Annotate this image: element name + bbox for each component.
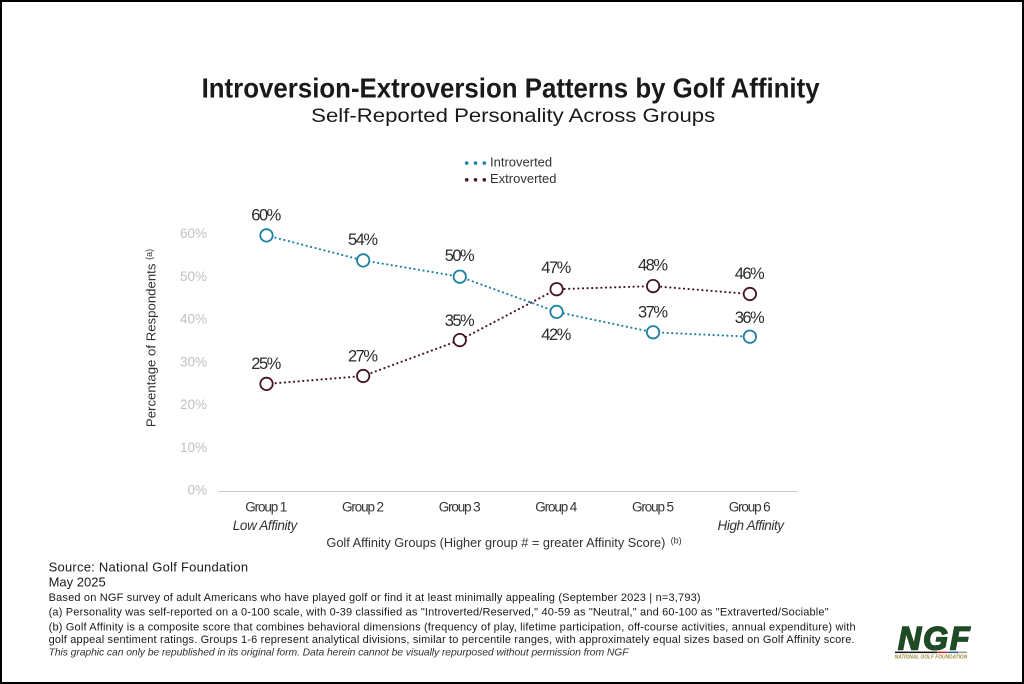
svg-text:30%: 30% (180, 354, 207, 369)
svg-text:NGF: NGF (898, 620, 972, 656)
svg-text:Group 3: Group 3 (439, 500, 481, 515)
svg-text:This graphic can only be repub: This graphic can only be republished in … (49, 648, 630, 659)
svg-text:60%: 60% (180, 226, 207, 241)
svg-text:Low Affinity: Low Affinity (233, 518, 299, 533)
svg-text:50%: 50% (180, 269, 207, 284)
svg-text:Group 5: Group 5 (632, 500, 674, 515)
svg-text:May 2025: May 2025 (49, 574, 106, 589)
svg-text:NATIONAL GOLF FOUNDATION: NATIONAL GOLF FOUNDATION (895, 654, 968, 660)
svg-text:Extroverted: Extroverted (490, 171, 556, 186)
svg-text:48%: 48% (638, 257, 668, 275)
svg-text:46%: 46% (735, 265, 765, 283)
svg-text:37%: 37% (638, 303, 668, 321)
svg-text:10%: 10% (180, 440, 207, 455)
svg-text:Group 2: Group 2 (342, 500, 384, 515)
svg-text:54%: 54% (348, 231, 378, 249)
svg-text:Group 6: Group 6 (729, 500, 771, 515)
svg-text:(b): (b) (671, 536, 682, 546)
svg-text:27%: 27% (348, 347, 378, 365)
svg-text:(a) Personality was self-repor: (a) Personality was self-reported on a 0… (49, 607, 829, 619)
svg-text:Self-Reported Personality Acro: Self-Reported Personality Across Groups (311, 105, 715, 127)
svg-text:High Affinity: High Affinity (718, 518, 786, 533)
svg-text:42%: 42% (541, 326, 571, 344)
svg-text:47%: 47% (541, 259, 571, 277)
svg-text:(b) Golf Affinity is a composi: (b) Golf Affinity is a composite score t… (49, 622, 856, 634)
svg-text:35%: 35% (445, 312, 475, 330)
svg-text:36%: 36% (735, 309, 765, 327)
svg-text:Introversion-Extroversion Patt: Introversion-Extroversion Patterns by Go… (202, 73, 821, 104)
svg-text:20%: 20% (180, 397, 207, 412)
svg-text:40%: 40% (180, 312, 207, 327)
svg-text:Group 1: Group 1 (245, 500, 287, 515)
svg-text:Source: National Golf Foundati: Source: National Golf Foundation (49, 560, 249, 575)
svg-text:Group 4: Group 4 (535, 500, 577, 515)
svg-text:golf appeal sentiment ratings.: golf appeal sentiment ratings. Groups 1-… (49, 634, 855, 646)
svg-text:60%: 60% (251, 207, 281, 225)
svg-text:Golf Affinity Groups (Higher g: Golf Affinity Groups (Higher group # = g… (326, 535, 665, 550)
svg-text:25%: 25% (251, 355, 281, 373)
svg-text:Percentage of Respondents (a): Percentage of Respondents (a) (144, 249, 159, 427)
svg-text:Introverted: Introverted (490, 154, 552, 169)
svg-text:0%: 0% (187, 483, 207, 498)
svg-text:50%: 50% (445, 247, 475, 265)
svg-text:Based on NGF survey of adult A: Based on NGF survey of adult Americans w… (49, 592, 701, 604)
